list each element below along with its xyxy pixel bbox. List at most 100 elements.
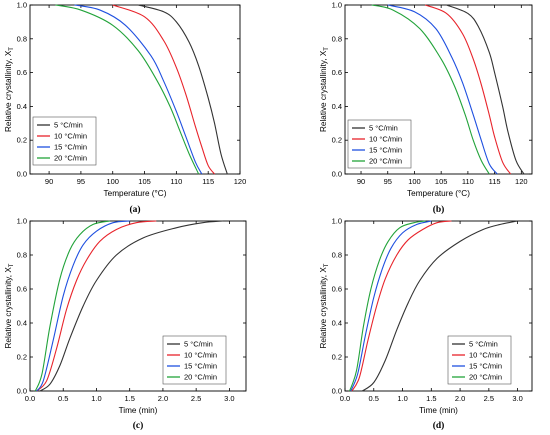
legend-entry-20: 20 °C/min <box>369 157 402 166</box>
chart-panel-c: 0.0 0.5 1.0 1.5 2.0 2.5 3.0 0.0 0.2 0.4 0.6 0.8 1.0 T… <box>4 217 247 431</box>
legend-entry-10: 10 °C/min <box>469 351 502 360</box>
x-tick-label: 3.0 <box>224 394 234 403</box>
x-axis-label: Time (min) <box>119 406 158 415</box>
x-tick-label: 1.5 <box>124 394 134 403</box>
y-tick-label: 0.2 <box>332 353 342 362</box>
plot-frame <box>29 220 247 392</box>
x-axis-label: Temperature (°C) <box>407 189 470 198</box>
x-tick-label: 1.0 <box>397 394 407 403</box>
y-tick-label: 0.8 <box>332 251 342 260</box>
y-tick-label: 1.0 <box>17 217 27 226</box>
x-tick-label: 100 <box>106 177 119 186</box>
y-tick-label: 1.0 <box>332 1 342 10</box>
series-line-20 <box>349 220 426 392</box>
y-tick-label: 0.0 <box>17 170 27 179</box>
y-axis-label: Relative crystallinity, XT <box>4 263 15 348</box>
y-tick-label: 0.0 <box>332 170 342 179</box>
legend-entry-5: 5 °C/min <box>369 124 398 133</box>
plot-frame <box>344 4 533 175</box>
legend-entry-10: 10 °C/min <box>369 135 402 144</box>
x-tick-label: 110 <box>462 177 474 186</box>
legend-entry-15: 15 °C/min <box>369 146 402 155</box>
series-line-15 <box>74 4 203 175</box>
legend-entry-10: 10 °C/min <box>54 132 87 141</box>
plot-frame <box>29 4 241 175</box>
series-line-10 <box>112 4 215 175</box>
x-tick-label: 120 <box>515 177 528 186</box>
series-line-15 <box>36 220 130 392</box>
series-line-20 <box>55 4 200 175</box>
series-line-15 <box>387 4 498 175</box>
x-tick-label: 105 <box>138 177 151 186</box>
y-axis-label: Relative crystallinity, XT <box>319 263 330 348</box>
panel-label: (d) <box>433 420 445 431</box>
y-tick-label: 0.2 <box>332 136 342 145</box>
legend-entry-5: 5 °C/min <box>469 340 498 349</box>
x-tick-label: 1.0 <box>91 394 101 403</box>
y-tick-label: 0.0 <box>332 387 342 396</box>
panel-label: (c) <box>133 420 144 431</box>
chart-panel-b: 90 95 100 105 110 115 120 0.0 0.2 0.4 0.6 0.8 1.0 Tem… <box>319 1 533 215</box>
legend: 5 °C/min 10 °C/min 15 °C/min 20 °C/min <box>447 335 512 385</box>
y-tick-label: 1.0 <box>332 217 342 226</box>
y-axis-label: Relative crystallinity, XT <box>4 47 15 132</box>
x-tick-label: 90 <box>357 177 365 186</box>
x-tick-label: 115 <box>489 177 501 186</box>
x-tick-label: 100 <box>408 177 421 186</box>
x-tick-label: 95 <box>384 177 392 186</box>
legend-entry-20: 20 °C/min <box>469 373 502 382</box>
y-tick-label: 0.8 <box>332 34 342 43</box>
x-axis-label: Temperature (°C) <box>104 189 167 198</box>
x-tick-label: 2.0 <box>455 394 465 403</box>
panel-label: (b) <box>433 204 445 215</box>
legend-entry-20: 20 °C/min <box>54 154 87 163</box>
legend-entry-15: 15 °C/min <box>469 362 502 371</box>
series-line-10 <box>424 4 512 175</box>
x-tick-label: 0.5 <box>369 394 379 403</box>
y-tick-label: 0.8 <box>17 251 27 260</box>
y-tick-label: 0.2 <box>17 353 27 362</box>
y-tick-label: 0.4 <box>332 102 342 111</box>
x-tick-label: 90 <box>45 177 53 186</box>
series-line-5 <box>138 4 228 175</box>
chart-panel-a: 90 95 100 105 110 115 120 0.0 0.2 0.4 0.6 0.8 1.0 Tem… <box>4 1 246 216</box>
y-tick-label: 0.4 <box>17 102 27 111</box>
series-line-15 <box>350 220 432 392</box>
y-tick-label: 0.0 <box>17 387 27 396</box>
y-tick-label: 0.2 <box>17 136 27 145</box>
series-line-10 <box>351 220 452 392</box>
legend: 5 °C/min 10 °C/min 15 °C/min 20 °C/min <box>32 116 97 166</box>
plot-frame <box>344 220 533 392</box>
y-tick-label: 0.4 <box>332 319 342 328</box>
x-tick-label: 95 <box>77 177 85 186</box>
y-axis-label: Relative crystallinity, XT <box>319 47 330 132</box>
series-line-10 <box>36 220 157 392</box>
x-tick-label: 2.5 <box>484 394 494 403</box>
legend-entry-5: 5 °C/min <box>184 340 213 349</box>
y-tick-label: 0.6 <box>332 285 342 294</box>
legend-entry-5: 5 °C/min <box>54 121 83 130</box>
legend-entry-20: 20 °C/min <box>184 373 217 382</box>
y-tick-label: 0.6 <box>17 285 27 294</box>
series-line-20 <box>371 4 490 175</box>
series-line-20 <box>34 220 110 392</box>
panel-label: (a) <box>129 204 140 215</box>
chart-panel-d: 0.0 0.5 1.0 1.5 2.0 2.5 3.0 0.0 0.2 0.4 0.6 0.8 1.0 T… <box>319 217 533 431</box>
y-tick-label: 0.6 <box>17 68 27 77</box>
x-tick-label: 105 <box>435 177 448 186</box>
x-tick-label: 0.0 <box>340 394 350 403</box>
legend-entry-15: 15 °C/min <box>184 362 217 371</box>
x-tick-label: 0.5 <box>58 394 68 403</box>
y-tick-label: 0.8 <box>17 34 27 43</box>
x-tick-label: 1.5 <box>426 394 436 403</box>
x-tick-label: 3.0 <box>512 394 522 403</box>
x-tick-label: 115 <box>202 177 214 186</box>
legend: 5 °C/min 10 °C/min 15 °C/min 20 °C/min <box>347 119 412 169</box>
x-tick-label: 2.0 <box>158 394 168 403</box>
series-line-5 <box>446 4 525 175</box>
y-tick-label: 1.0 <box>17 1 27 10</box>
series-line-5 <box>39 220 223 392</box>
legend-entry-15: 15 °C/min <box>54 143 87 152</box>
legend-entry-10: 10 °C/min <box>184 351 217 360</box>
